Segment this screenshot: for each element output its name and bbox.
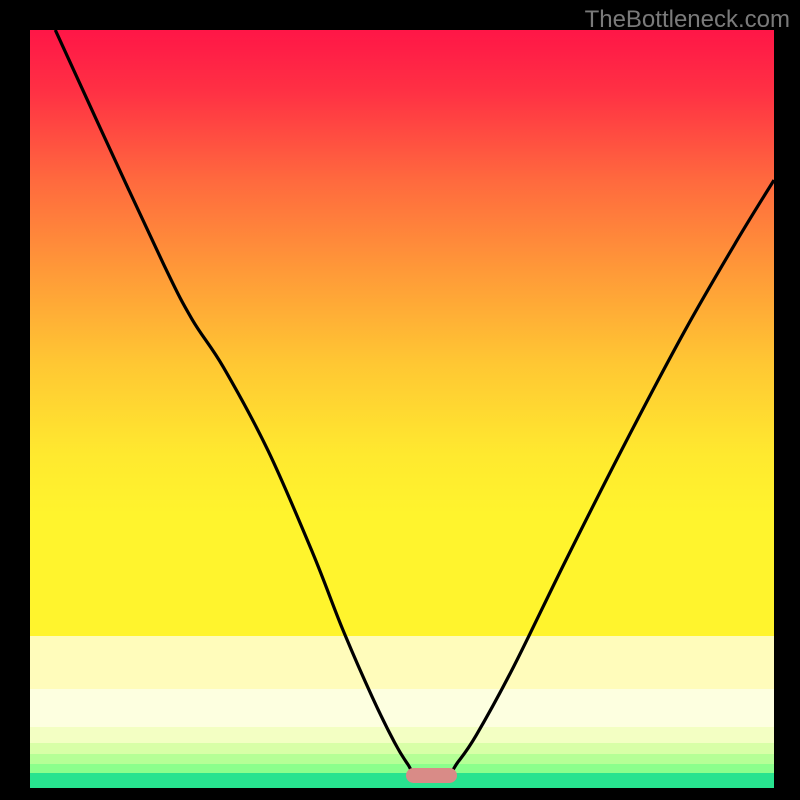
plot-area [30, 30, 774, 788]
source-watermark: TheBottleneck.com [585, 6, 790, 34]
gradient-band-2 [30, 727, 774, 742]
chart-border-right [774, 0, 800, 800]
chart-border-left [0, 0, 30, 800]
gradient-background [30, 30, 774, 636]
gradient-band-3 [30, 743, 774, 754]
optimal-marker [406, 768, 457, 783]
chart-border-bottom [0, 788, 800, 800]
gradient-band-0 [30, 636, 774, 689]
bottleneck-chart: TheBottleneck.com [0, 0, 800, 800]
gradient-band-4 [30, 754, 774, 764]
gradient-band-5 [30, 764, 774, 773]
gradient-band-1 [30, 689, 774, 727]
gradient-band-6 [30, 773, 774, 788]
